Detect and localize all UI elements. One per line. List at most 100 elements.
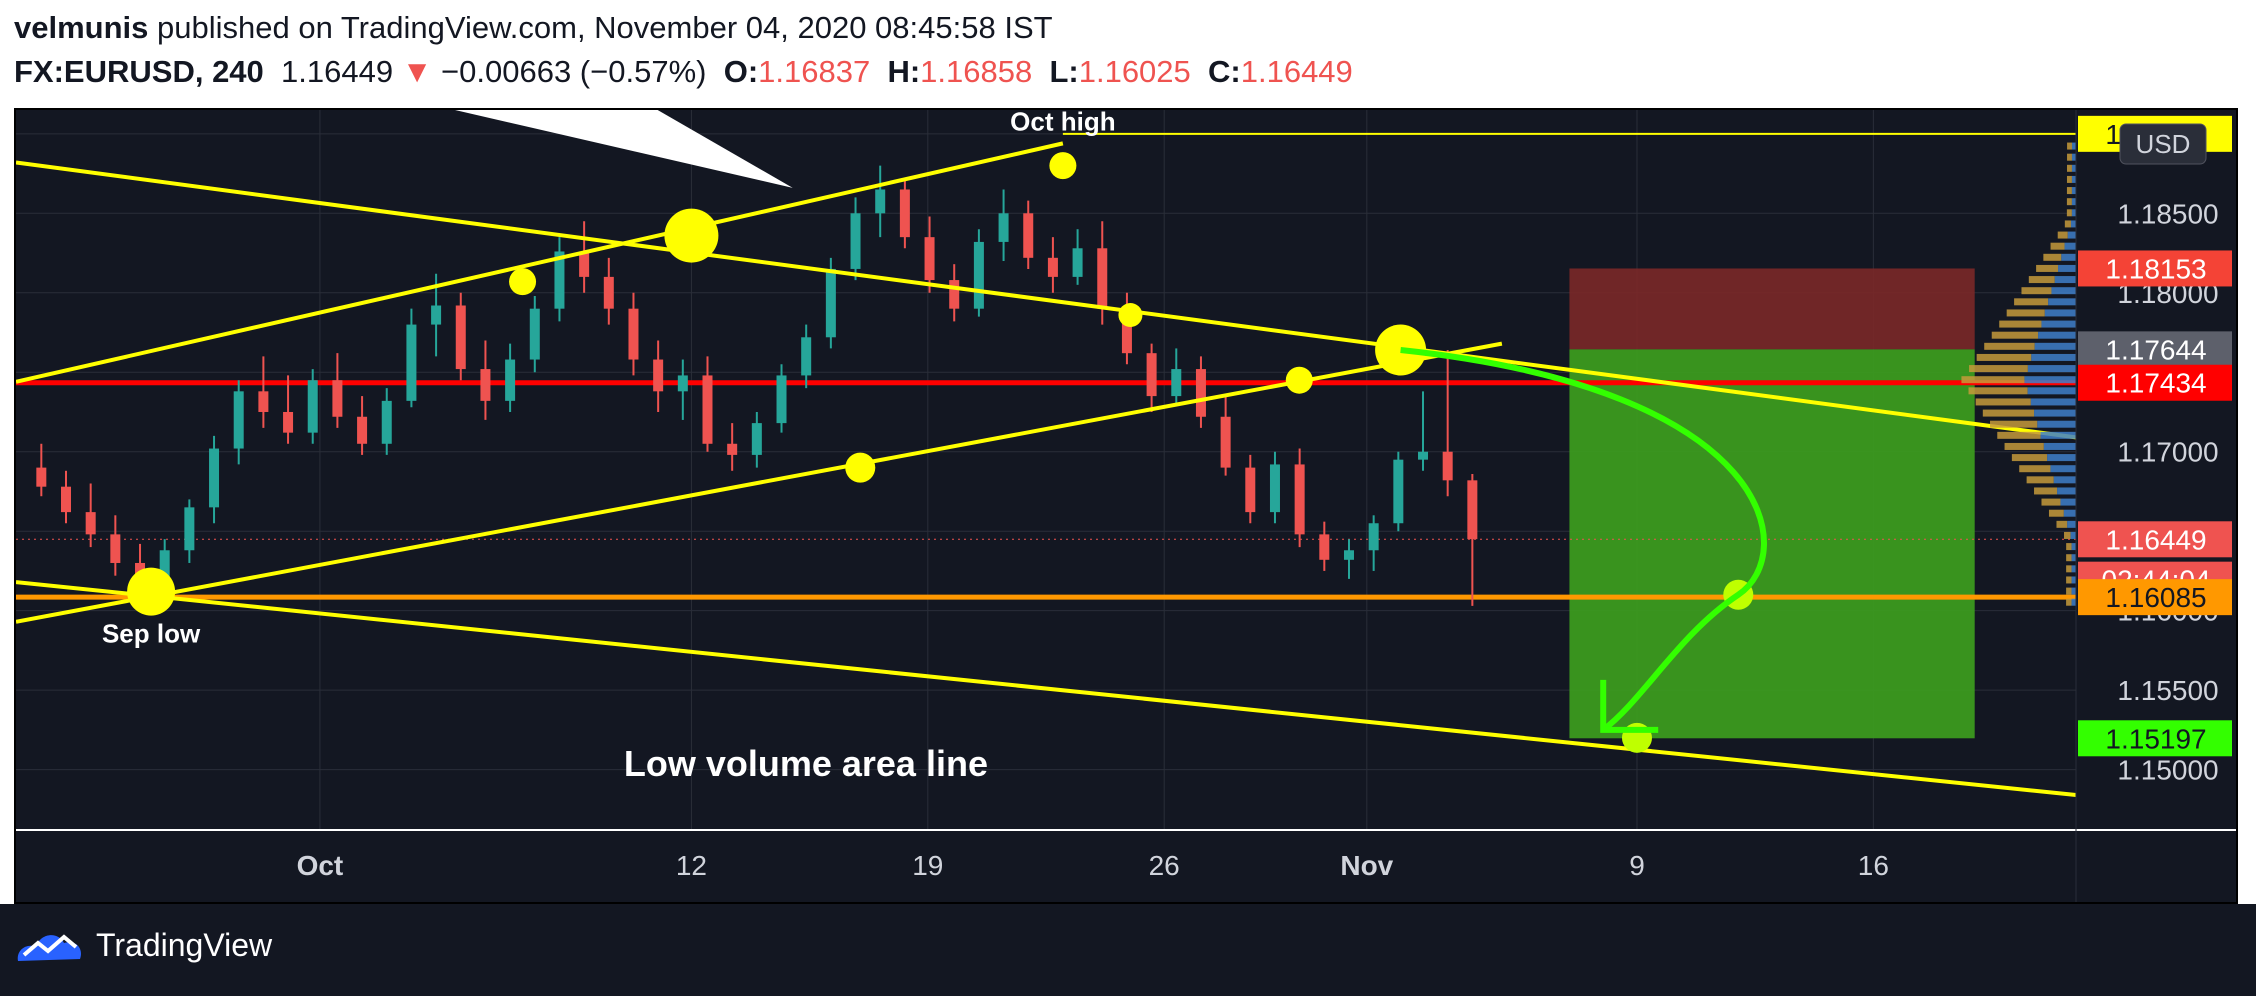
pivot-marker (509, 268, 537, 296)
tradingview-logo[interactable]: TradingView (14, 925, 272, 965)
x-tick-label[interactable]: Nov (1340, 850, 1393, 881)
volume-bar-sell (2066, 554, 2072, 562)
candle-body (677, 375, 688, 392)
price-chart[interactable]: Oct high Sep low Low volume area line Oct 1… (16, 110, 2236, 902)
candle-body (307, 380, 318, 433)
currency-badge[interactable] (2119, 123, 2207, 165)
volume-bar-buy (2034, 409, 2076, 417)
price-tag-label[interactable]: 1.16085 (2105, 582, 2206, 613)
stop-loss-zone[interactable] (1569, 268, 1975, 350)
price-tag-label[interactable]: 1.17434 (2105, 368, 2206, 399)
candle-body (480, 369, 491, 401)
volume-bar-buy (2027, 365, 2076, 373)
volume-bar-buy (2044, 309, 2076, 317)
price-tag-label[interactable]: 1.18153 (2105, 253, 2206, 284)
chart-panel[interactable]: Oct high Sep low Low volume area line Oct 1… (14, 108, 2238, 904)
take-profit-zone[interactable] (1569, 349, 1975, 739)
volume-bar-buy (2040, 431, 2076, 439)
volume-bar-buy (2071, 142, 2076, 150)
volume-bar-sell (2006, 309, 2045, 317)
volume-bar-sell (1990, 420, 2038, 428)
candle-body (1319, 534, 1330, 560)
symbol-name[interactable]: FX:EURUSD, 240 (14, 54, 264, 89)
candle-body (653, 359, 664, 392)
candle-body (603, 276, 614, 309)
y-axis[interactable]: 1.150001.155001.160001.165001.170001.175… (2075, 110, 2232, 902)
volume-bar-buy (2054, 276, 2076, 284)
publish-line: velmunis published on TradingView.com, N… (14, 10, 1053, 46)
candle-body (431, 305, 442, 325)
volume-bar-sell (2064, 531, 2071, 539)
x-axis-background (16, 830, 2236, 902)
price-tag-label[interactable]: 1.16449 (2105, 524, 2206, 555)
candle-body (1418, 451, 1429, 460)
volume-bar-sell (2048, 509, 2064, 517)
volume-bar-sell (2019, 465, 2051, 473)
volume-bar-buy (2027, 387, 2076, 395)
x-tick-label[interactable]: 9 (1629, 850, 1645, 881)
candle-body (36, 467, 47, 487)
volume-bar-sell (2011, 454, 2048, 462)
volume-bar-sell (2066, 209, 2072, 217)
volume-bar-buy (2071, 198, 2076, 206)
x-tick-label[interactable]: 16 (1858, 850, 1889, 881)
pivot-marker (1285, 366, 1313, 394)
volume-bar-buy (2071, 587, 2076, 595)
candle-body (1245, 467, 1256, 513)
candle-body (554, 251, 565, 309)
open-label: O: (723, 54, 759, 89)
upper-channel-line[interactable] (16, 141, 1064, 384)
y-tick-label[interactable]: 1.15500 (2117, 675, 2218, 706)
candle-body (949, 280, 960, 309)
candle-body (1393, 459, 1404, 524)
volume-bar-buy (2030, 398, 2076, 406)
chart-header: velmunis published on TradingView.com, N… (0, 0, 2256, 108)
lower-channel-line[interactable] (16, 580, 2077, 798)
x-axis[interactable]: Oct 12 19 26 Nov 9 16 (16, 829, 2236, 902)
candle-body (1195, 369, 1206, 417)
y-tick-label[interactable]: 1.18500 (2117, 198, 2218, 229)
candle-body (579, 251, 590, 277)
candle-body (1072, 248, 1083, 277)
price-tag-background (2078, 364, 2232, 401)
candle-body (1269, 464, 1280, 513)
last-price: 1.16449 (281, 54, 394, 89)
annotation-text: Oct high (1010, 110, 1115, 137)
rising-support-line[interactable] (16, 341, 1503, 624)
volume-bar-buy (2071, 209, 2076, 217)
volume-bar-sell (2014, 298, 2049, 306)
symbol-line: FX:EURUSD, 240 1.16449 ▼ −0.00663 (−0.57… (14, 54, 1353, 90)
x-tick-label[interactable]: 26 (1149, 850, 1180, 881)
volume-bar-buy (2071, 554, 2076, 562)
low-label: L: (1049, 54, 1079, 89)
author-name[interactable]: velmunis (14, 10, 149, 45)
y-tick-label[interactable]: 1.15000 (2117, 755, 2218, 786)
close-value: 1.16449 (1240, 54, 1353, 89)
currency-label[interactable]: USD (2136, 129, 2191, 159)
x-tick-label[interactable]: 12 (676, 850, 707, 881)
candle-body (184, 507, 195, 551)
candle-body (1023, 213, 1034, 258)
x-tick-label[interactable]: 19 (912, 850, 943, 881)
x-tick-label[interactable]: Oct (297, 850, 344, 881)
candle-body (159, 550, 170, 579)
candle-body (628, 308, 639, 360)
candle-body (61, 486, 72, 513)
price-tag-label[interactable]: 1.17644 (2105, 334, 2206, 365)
volume-bar-buy (2041, 320, 2076, 328)
price-tag-background (2078, 331, 2232, 368)
volume-bar-buy (2064, 242, 2076, 250)
volume-bar-sell (2034, 487, 2058, 495)
price-tag-label[interactable]: 1.15197 (2105, 723, 2206, 754)
trendlines[interactable] (16, 132, 2077, 798)
candle-body (85, 512, 96, 535)
volume-bar-buy (2067, 231, 2076, 239)
volume-bar-sell (1968, 387, 2028, 395)
position-zone[interactable] (1569, 268, 1975, 739)
candle-body (381, 400, 392, 444)
y-tick-label[interactable]: 1.17000 (2117, 437, 2218, 468)
volume-bar-buy (2038, 331, 2076, 339)
descending-resistance-line[interactable] (16, 160, 2077, 440)
volume-bar-sell (2056, 520, 2068, 528)
volume-bar-sell (2066, 565, 2072, 573)
